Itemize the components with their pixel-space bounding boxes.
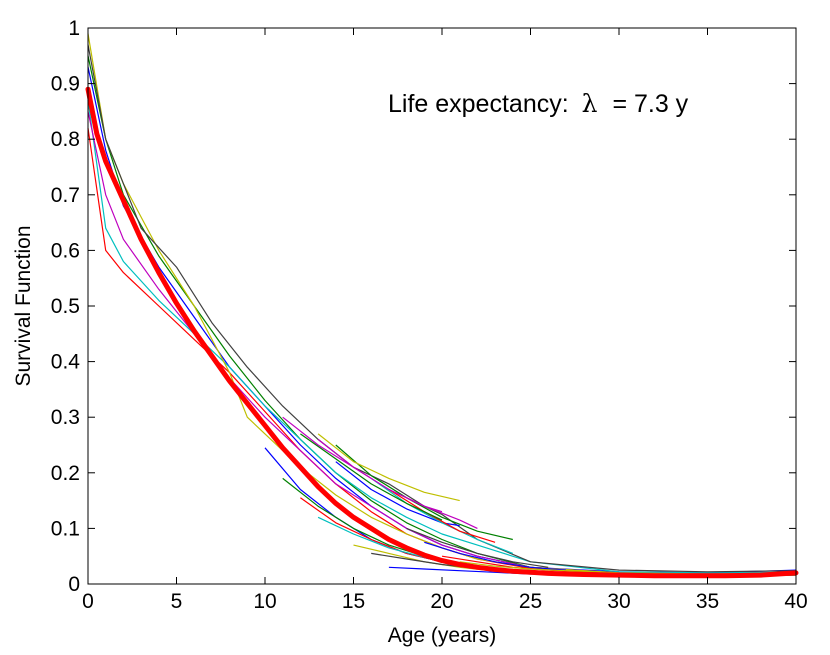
survival-series-19 [370, 477, 514, 554]
data-layer [85, 33, 799, 579]
x-tick-label: 40 [784, 590, 807, 613]
x-tick-label: 5 [171, 590, 183, 613]
survival-series-10 [300, 497, 797, 577]
y-tick-label: 0.5 [51, 295, 80, 318]
x-tick-label: 35 [696, 590, 719, 613]
y-tick-label: 1 [68, 17, 80, 40]
life-expectancy-annotation: Life expectancy: λ = 7.3 y [388, 89, 689, 118]
survival-series-7 [87, 44, 797, 573]
y-axis-title: Survival Function [12, 225, 35, 386]
survival-series-17 [317, 433, 460, 502]
x-tick-label: 10 [253, 590, 276, 613]
y-tick-label: 0.3 [51, 406, 80, 429]
survival-series-21 [300, 433, 443, 521]
survival-series-4 [87, 100, 797, 574]
x-tick-label: 15 [342, 590, 365, 613]
survival-series-26 [459, 561, 602, 573]
y-tick-label: 0 [68, 573, 80, 596]
x-tick-label: 0 [82, 590, 94, 613]
survival-series-22 [282, 416, 443, 513]
survival-series-20 [388, 488, 496, 543]
exponential-fit-line [85, 86, 799, 579]
y-tick-label: 0.8 [51, 128, 80, 151]
y-tick-label: 0.6 [51, 239, 80, 262]
axis-ticks: 0 5 10 15 20 25 30 35 40 0 0.1 0.2 0.3 0.4 0.5 0.6 0.7 0.… [51, 17, 808, 613]
survival-series-15 [335, 444, 513, 541]
y-tick-label: 0.9 [51, 73, 80, 96]
x-axis-title: Age (years) [388, 624, 497, 647]
survival-series-18 [335, 461, 460, 527]
survival-series-9 [282, 477, 797, 576]
survival-series-3 [87, 128, 797, 576]
x-tick-label: 25 [519, 590, 542, 613]
annotation-value: = 7.3 y [612, 90, 688, 118]
survival-series-5 [87, 111, 797, 575]
annotation-label: Life expectancy: [388, 90, 569, 118]
survival-series-24 [424, 541, 566, 571]
x-tick-label: 30 [607, 590, 630, 613]
y-tick-label: 0.7 [51, 184, 80, 207]
y-tick-label: 0.1 [51, 517, 80, 540]
y-tick-label: 0.2 [51, 462, 80, 485]
lambda-symbol: λ [582, 89, 598, 118]
survival-series-23 [406, 527, 549, 568]
y-tick-label: 0.4 [51, 351, 81, 374]
x-tick-label: 20 [430, 590, 453, 613]
